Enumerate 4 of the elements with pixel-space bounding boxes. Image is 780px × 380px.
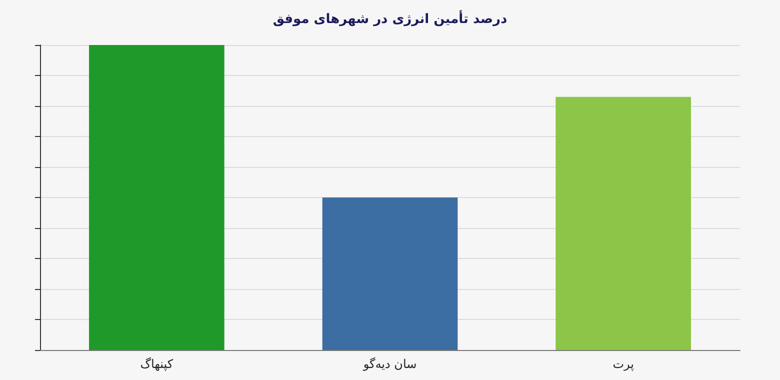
x-tick-label: پرت <box>612 357 634 371</box>
chart-title: درصد تأمین انرژی در شهرهای موفق <box>272 10 508 27</box>
x-tick-label: سان دیه‌گو <box>362 357 417 371</box>
x-tick-label: کپنهاگ <box>140 357 174 371</box>
